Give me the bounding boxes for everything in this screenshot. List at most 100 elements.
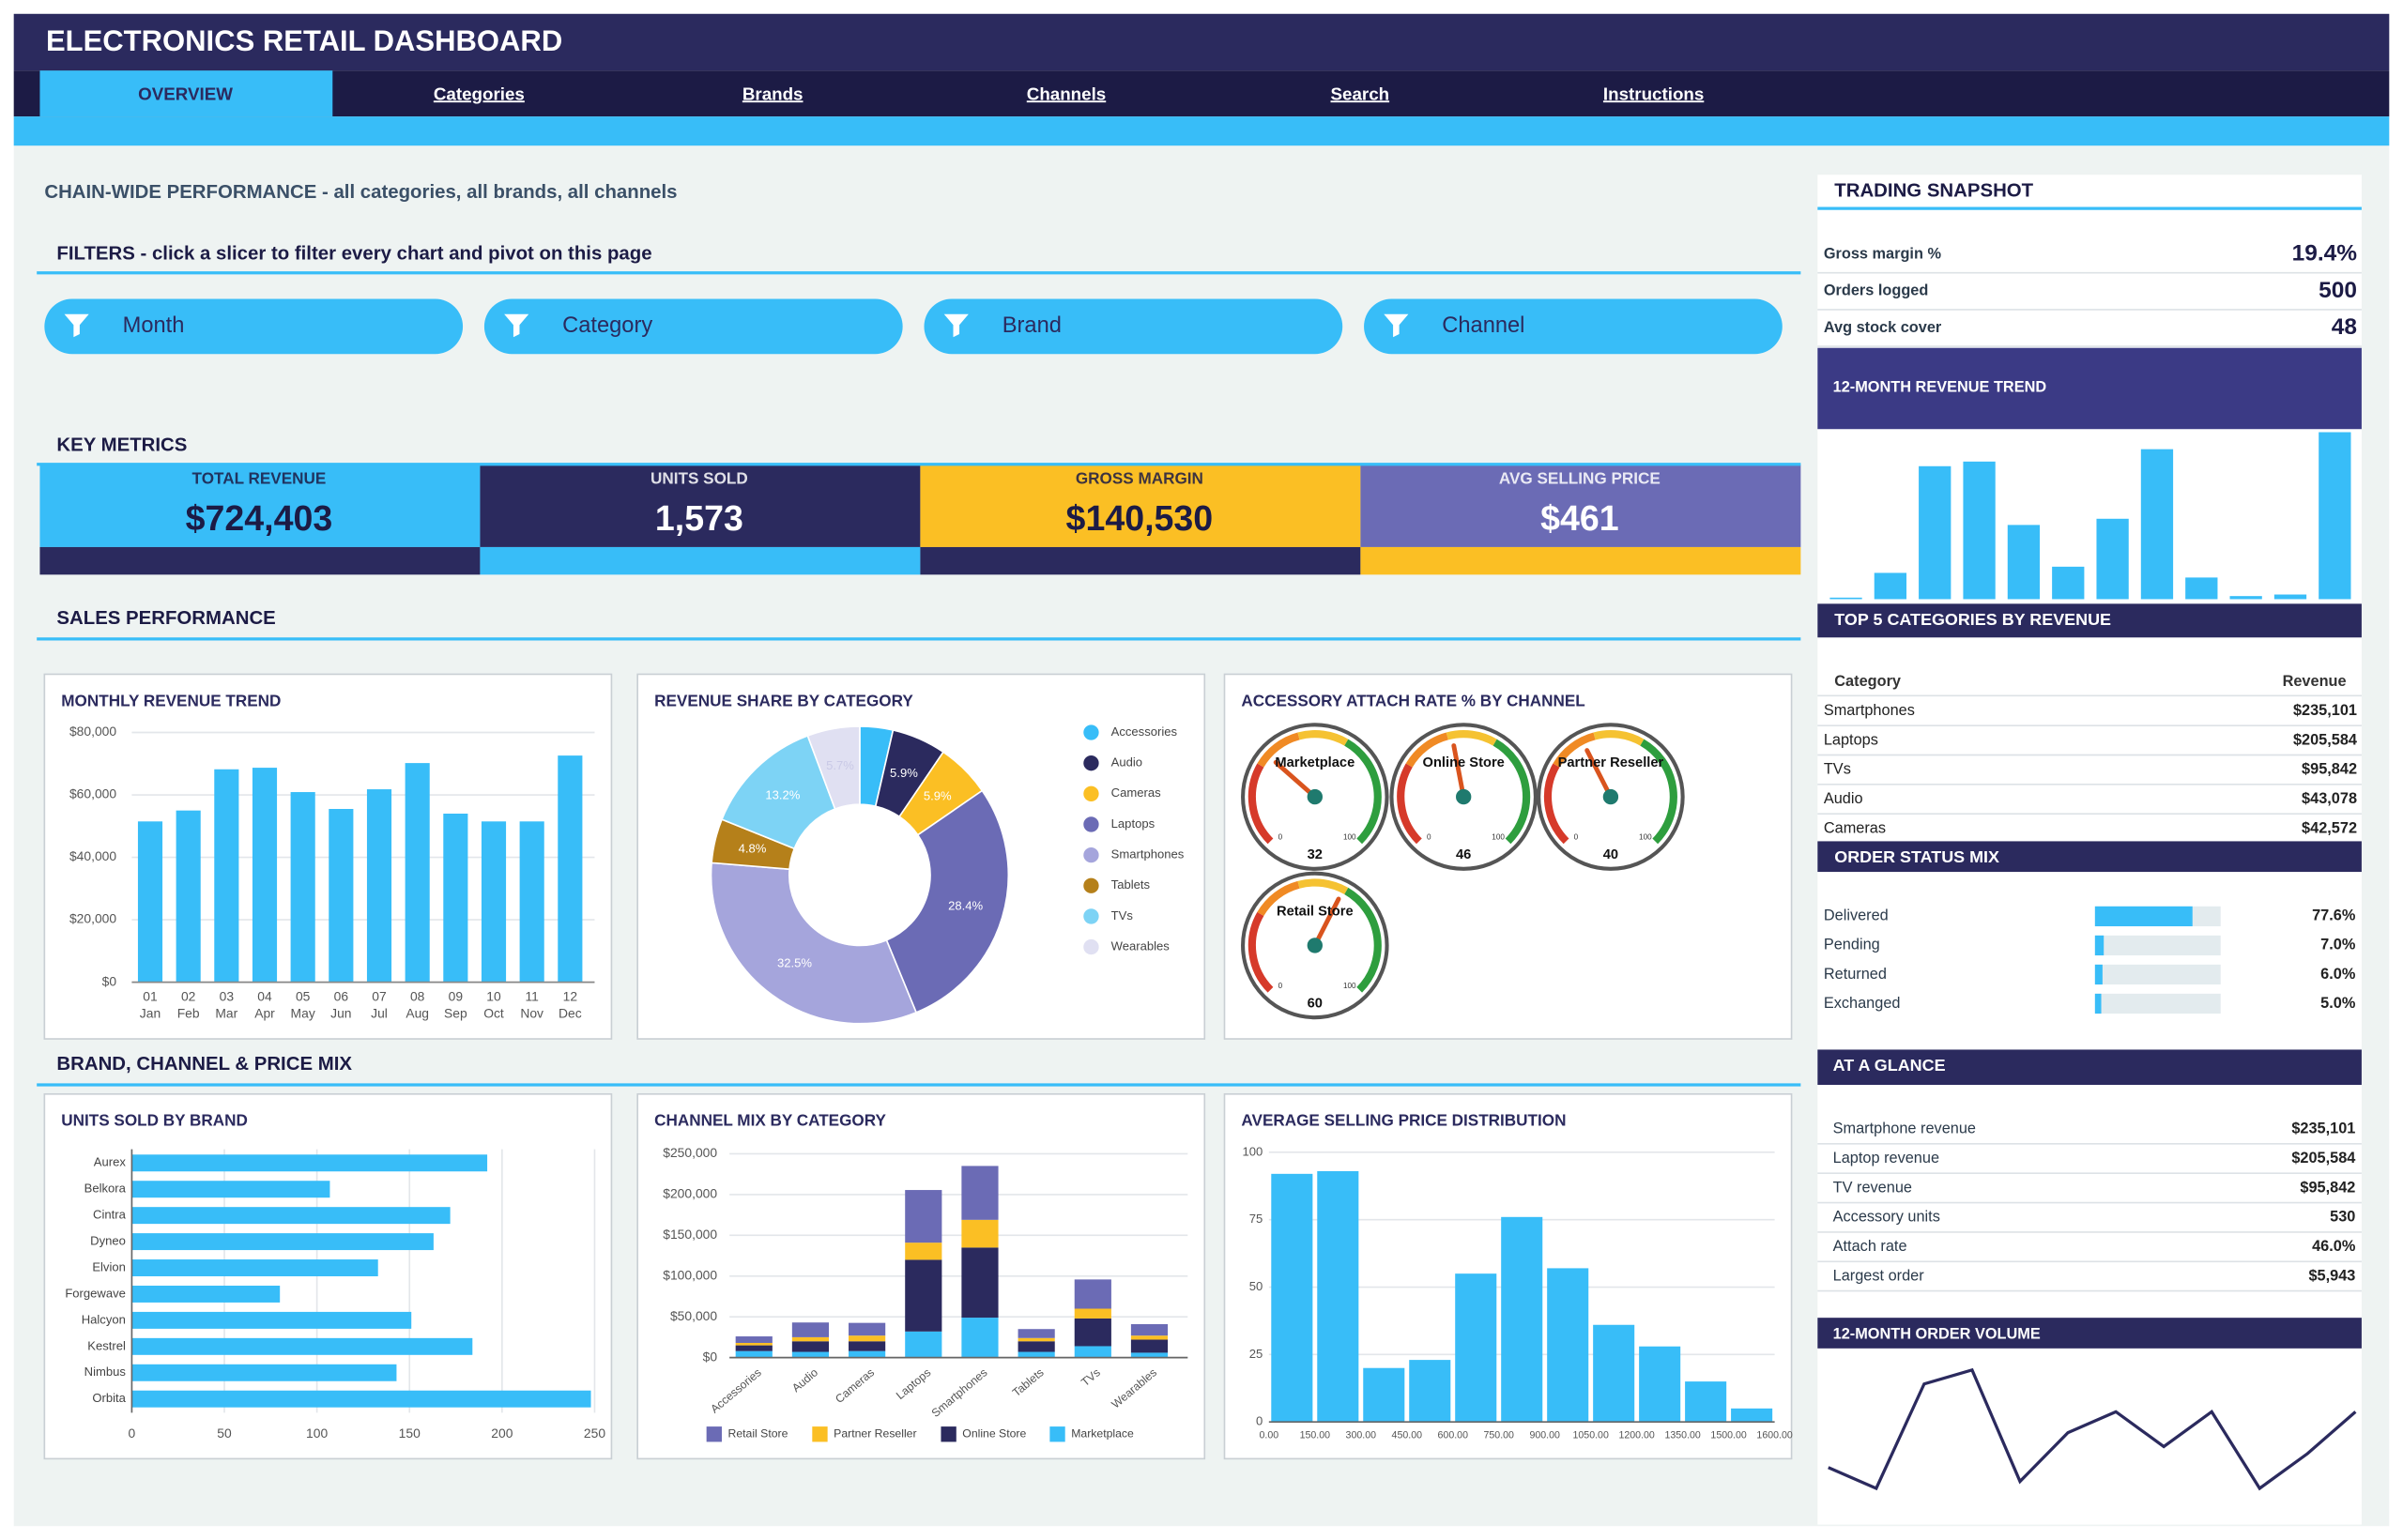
histogram-bar [1501, 1216, 1543, 1423]
gauge-band [1247, 763, 1274, 845]
y-tick-label: $150,000 [663, 1227, 717, 1242]
bar-segment [961, 1247, 999, 1319]
nav-tab[interactable]: Instructions [1603, 84, 1704, 103]
histogram-bar [1639, 1346, 1681, 1423]
bar [329, 809, 354, 983]
x-tick-label: 100 [306, 1426, 328, 1441]
chart-title: ACCESSORY ATTACH RATE % BY CHANNEL [1241, 691, 1584, 709]
row-value: 46.0% [2312, 1238, 2356, 1255]
band-title: TOP 5 CATEGORIES BY REVENUE [1834, 610, 2111, 629]
nav-tab[interactable]: Categories [434, 84, 525, 103]
bar-segment [735, 1342, 773, 1346]
gauge-needle [1584, 748, 1614, 800]
x-tick-label: 1350.00 [1664, 1430, 1700, 1441]
bar [137, 821, 163, 983]
gauge-tick-label: 0 [1278, 833, 1283, 842]
x-tick-label: 900.00 [1529, 1430, 1560, 1441]
gauge-hub [1456, 788, 1472, 805]
row-value: $95,842 [2300, 1179, 2355, 1196]
filter-icon [943, 313, 969, 338]
legend-label: Wearables [1111, 939, 1171, 953]
legend-swatch [1083, 785, 1099, 801]
legend-label: Audio [1111, 755, 1142, 770]
slicer-label[interactable]: Brand [1003, 313, 1062, 338]
x-tick-label: 04 [257, 989, 272, 1004]
y-tick-label: Orbita [92, 1391, 126, 1405]
y-tick-label: $60,000 [69, 786, 116, 801]
x-tick-sublabel: Dec [559, 1006, 582, 1021]
gauge-tick-label: 100 [1343, 982, 1356, 990]
y-tick-label: Dyneo [90, 1234, 126, 1248]
bar-segment [1074, 1279, 1111, 1309]
x-tick-label: 06 [334, 989, 349, 1004]
nav-tab[interactable]: Brands [742, 84, 804, 103]
kpi-card [39, 464, 481, 547]
slicer-label[interactable]: Channel [1442, 313, 1524, 338]
bar [481, 821, 507, 983]
x-tick-label: 02 [181, 989, 196, 1004]
bar-segment [1074, 1308, 1111, 1319]
band-title: AT A GLANCE [1833, 1056, 1946, 1075]
slice-label: 28.4% [948, 898, 983, 912]
section-heading: SALES PERFORMANCE [56, 608, 275, 629]
nav-tab[interactable]: Search [1331, 84, 1390, 103]
bar [131, 1285, 281, 1303]
y-tick-label: 0 [1256, 1414, 1263, 1428]
accent-strip [13, 116, 2390, 146]
band-header [1817, 347, 2362, 430]
slice-label: 32.5% [777, 956, 812, 970]
bar-segment [905, 1331, 942, 1358]
legend-swatch [1083, 938, 1099, 955]
bar [2094, 906, 2193, 927]
bar-segment [849, 1322, 886, 1336]
slicer [924, 298, 1343, 355]
bar [131, 1364, 397, 1381]
bar [2096, 518, 2129, 600]
band-title: 12-MONTH REVENUE TREND [1833, 378, 2047, 395]
gauge-name: Retail Store [1277, 904, 1354, 919]
legend-label: Cameras [1111, 785, 1161, 800]
x-tick-label: 10 [486, 989, 501, 1004]
y-tick-label: 50 [1249, 1279, 1263, 1293]
nav-tab[interactable]: OVERVIEW [138, 84, 233, 103]
x-tick-sublabel: Feb [177, 1006, 200, 1021]
x-tick-label: 750.00 [1484, 1430, 1515, 1441]
bar [2185, 577, 2218, 600]
bar-track [2094, 935, 2221, 956]
x-tick-sublabel: Sep [444, 1006, 467, 1021]
x-tick-label: 250 [584, 1426, 605, 1441]
bar-track [2094, 993, 2221, 1014]
row-value: 5.0% [2320, 995, 2356, 1012]
legend-swatch [1083, 724, 1099, 740]
legend-label: Laptops [1111, 816, 1156, 831]
y-tick-label: $50,000 [670, 1308, 717, 1323]
x-tick-label: 200 [491, 1426, 513, 1441]
legend-label: Online Store [962, 1426, 1026, 1440]
bar-segment [791, 1351, 830, 1358]
nav-tab[interactable]: Channels [1027, 84, 1106, 103]
slicer-label[interactable]: Category [562, 313, 652, 338]
x-tick-sublabel: Mar [215, 1006, 237, 1021]
x-tick-label: 08 [410, 989, 425, 1004]
row-label: Smartphone revenue [1833, 1121, 1976, 1137]
y-tick-label: Belkora [84, 1182, 127, 1196]
slicer-label[interactable]: Month [123, 313, 185, 338]
gauge-name: Partner Reseller [1558, 755, 1664, 770]
row-label: Accessory units [1833, 1209, 1940, 1226]
row-label: Attach rate [1833, 1238, 1907, 1255]
x-tick-label: 300.00 [1346, 1430, 1377, 1441]
section-heading: FILTERS - click a slicer to filter every… [56, 244, 651, 265]
row-label: Avg stock cover [1824, 319, 1942, 336]
bar-segment [849, 1341, 886, 1351]
slicer [1364, 298, 1783, 355]
bar [2094, 964, 2103, 985]
slice-label: 5.9% [890, 766, 918, 780]
subtitle: CHAIN-WIDE PERFORMANCE - all categories,… [44, 182, 677, 203]
gauge-band [1297, 730, 1349, 746]
row-label: Pending [1824, 937, 1880, 953]
kpi-card [1360, 464, 1801, 547]
x-tick-sublabel: Jul [371, 1006, 388, 1021]
x-tick-label: 0.00 [1260, 1430, 1279, 1441]
gauge-name: Online Store [1423, 755, 1505, 770]
bar [558, 755, 583, 983]
